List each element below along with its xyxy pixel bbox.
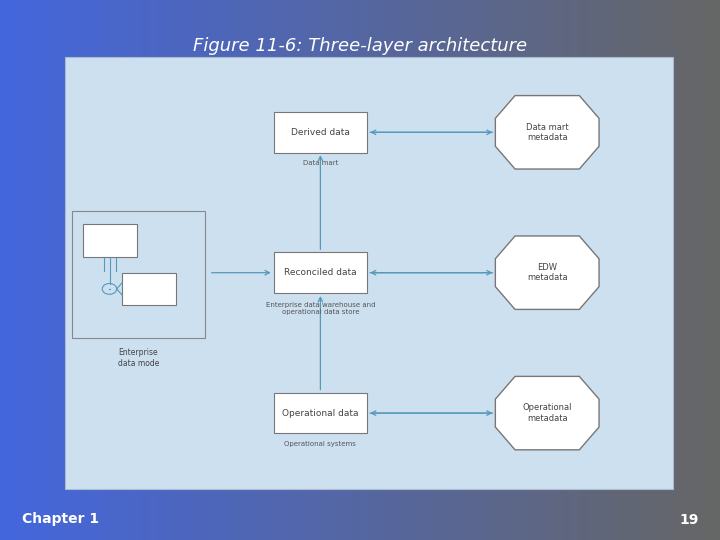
Text: Enterprise data warehouse and
operational data store: Enterprise data warehouse and operationa… [266,302,375,315]
Polygon shape [495,96,599,169]
Text: Reconciled data: Reconciled data [284,268,356,277]
Text: Operational
metadata: Operational metadata [523,403,572,423]
Polygon shape [495,376,599,450]
Text: Chapter 1: Chapter 1 [22,512,99,526]
FancyBboxPatch shape [65,57,673,489]
Text: Operational data: Operational data [282,409,359,417]
Text: EDW
metadata: EDW metadata [527,263,567,282]
Text: Figure 11-6: Three-layer architecture: Figure 11-6: Three-layer architecture [193,37,527,55]
Text: Derived data: Derived data [291,128,350,137]
Bar [83,224,137,256]
Text: Enterprise
data mode: Enterprise data mode [117,348,159,368]
FancyBboxPatch shape [274,112,367,152]
Text: 19: 19 [679,512,698,526]
Text: Operational systems: Operational systems [284,441,356,447]
FancyBboxPatch shape [274,252,367,293]
FancyBboxPatch shape [274,393,367,433]
Text: Data mart
metadata: Data mart metadata [526,123,569,142]
Bar [122,273,176,305]
Text: Data mart: Data mart [302,160,338,166]
Polygon shape [495,236,599,309]
Bar [72,211,205,338]
